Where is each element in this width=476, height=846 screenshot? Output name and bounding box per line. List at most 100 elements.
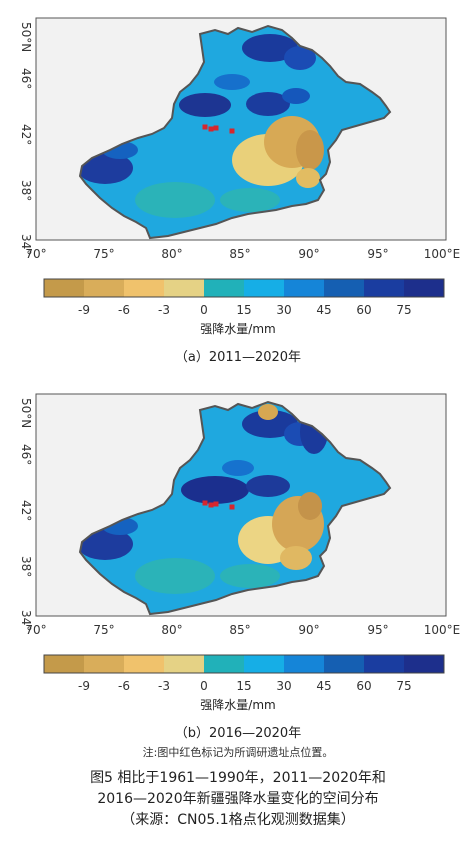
site-marker bbox=[208, 502, 214, 508]
lon-label-70: 70° bbox=[25, 623, 46, 637]
dry-area-east bbox=[296, 130, 324, 170]
lat-label-38: 38° bbox=[19, 556, 33, 577]
dry-area-east bbox=[296, 168, 320, 188]
lon-label-100: 100°E bbox=[424, 623, 461, 637]
legend-tick: -6 bbox=[118, 679, 130, 693]
map-a-svg: 50°N 46° 42° 38° 34° 70° 75° 80° 85° 90°… bbox=[19, 17, 461, 317]
lat-label-34: 34° bbox=[19, 234, 33, 255]
legend-swatch bbox=[204, 279, 244, 297]
lon-label-90: 90° bbox=[298, 623, 319, 637]
map-b-legend-ticks: -9 -6 -3 0 15 30 45 60 75 bbox=[78, 679, 412, 693]
map-panel-a: 50°N 46° 42° 38° 34° 70° 75° 80° 85° 90°… bbox=[0, 0, 476, 370]
lat-label-34: 34° bbox=[19, 610, 33, 631]
lon-label-75: 75° bbox=[93, 623, 114, 637]
legend-swatch bbox=[284, 655, 324, 673]
legend-tick: 15 bbox=[236, 303, 251, 317]
legend-tick: 45 bbox=[316, 679, 331, 693]
legend-swatch bbox=[84, 655, 124, 673]
lon-label-100: 100°E bbox=[424, 247, 461, 261]
lon-label-70: 70° bbox=[25, 247, 46, 261]
lon-label-85: 85° bbox=[229, 623, 250, 637]
map-a-region bbox=[78, 24, 392, 240]
map-b-caption: （b）2016—2020年 bbox=[174, 726, 302, 741]
legend-outline bbox=[43, 278, 445, 298]
site-marker bbox=[213, 501, 219, 507]
dry-area-altay-tip bbox=[258, 404, 278, 420]
map-panel-b: 50°N 46° 42° 38° 34° 70° 75° 80° 85° 90°… bbox=[0, 376, 476, 748]
lat-label-50: 50°N bbox=[19, 22, 33, 52]
legend-swatch bbox=[164, 279, 204, 297]
site-marker bbox=[208, 126, 214, 132]
dry-area-east bbox=[298, 492, 322, 520]
site-marker bbox=[213, 125, 219, 131]
legend-swatch bbox=[284, 279, 324, 297]
legend-tick: -6 bbox=[118, 303, 130, 317]
wet-area-ili bbox=[179, 93, 231, 117]
site-marker bbox=[202, 124, 208, 130]
map-b-legend-colorbar bbox=[43, 654, 445, 674]
map-a-legend-colorbar bbox=[43, 278, 445, 298]
figure-note: 注:图中红色标记为所调研遗址点位置。 bbox=[142, 746, 334, 759]
lat-label-42: 42° bbox=[19, 500, 33, 521]
lon-label-75: 75° bbox=[93, 247, 114, 261]
figure-caption-line-2: 2016—2020年新疆强降水量变化的空间分布 bbox=[97, 791, 379, 807]
wet-area-altay bbox=[242, 34, 298, 62]
legend-swatch bbox=[204, 655, 244, 673]
map-b-legend-title: 强降水量/mm bbox=[200, 698, 276, 712]
lat-label-50: 50°N bbox=[19, 398, 33, 428]
site-marker bbox=[229, 504, 235, 510]
lat-label-46: 46° bbox=[19, 68, 33, 89]
map-a-site-markers bbox=[202, 124, 235, 134]
legend-swatch bbox=[364, 279, 404, 297]
wet-area-altay bbox=[284, 46, 316, 70]
legend-tick: 60 bbox=[356, 303, 371, 317]
wet-area-tianshan bbox=[246, 475, 290, 497]
legend-tick: 0 bbox=[200, 303, 208, 317]
legend-tick: -9 bbox=[78, 303, 90, 317]
legend-tick: 30 bbox=[276, 303, 291, 317]
legend-swatch bbox=[44, 279, 84, 297]
wet-area-altay bbox=[242, 410, 298, 438]
legend-tick: -3 bbox=[158, 679, 170, 693]
legend-tick: 30 bbox=[276, 679, 291, 693]
legend-tick: 75 bbox=[396, 679, 411, 693]
legend-swatch bbox=[364, 655, 404, 673]
teal-area bbox=[220, 188, 280, 212]
map-b-svg: 50°N 46° 42° 38° 34° 70° 75° 80° 85° 90°… bbox=[19, 393, 461, 693]
lon-label-80: 80° bbox=[161, 623, 182, 637]
figure-caption: 图5 相比于1961—1990年，2011—2020年和 2016—2020年新… bbox=[0, 768, 476, 831]
legend-tick: 15 bbox=[236, 679, 251, 693]
wet-area-tianshan bbox=[282, 88, 310, 104]
lat-label-46: 46° bbox=[19, 444, 33, 465]
legend-swatch bbox=[124, 279, 164, 297]
legend-swatch bbox=[404, 279, 444, 297]
lat-label-38: 38° bbox=[19, 180, 33, 201]
site-marker bbox=[202, 500, 208, 506]
lon-label-90: 90° bbox=[298, 247, 319, 261]
lon-label-85: 85° bbox=[229, 247, 250, 261]
teal-area bbox=[135, 182, 215, 218]
figure-caption-line-1: 图5 相比于1961—1990年，2011—2020年和 bbox=[90, 770, 386, 786]
map-a-legend-ticks: -9 -6 -3 0 15 30 45 60 75 bbox=[78, 303, 412, 317]
lon-label-80: 80° bbox=[161, 247, 182, 261]
legend-swatch bbox=[244, 655, 284, 673]
teal-area bbox=[220, 564, 280, 588]
map-a-legend-title: 强降水量/mm bbox=[200, 322, 276, 336]
legend-swatch bbox=[44, 655, 84, 673]
figure-caption-line-3: （来源：CN05.1格点化观测数据集） bbox=[121, 812, 355, 828]
legend-tick: -9 bbox=[78, 679, 90, 693]
legend-swatch bbox=[84, 279, 124, 297]
legend-swatch bbox=[244, 279, 284, 297]
map-b-site-markers bbox=[202, 500, 235, 510]
legend-swatch bbox=[164, 655, 204, 673]
legend-swatch bbox=[404, 655, 444, 673]
lon-label-95: 95° bbox=[367, 247, 388, 261]
site-marker bbox=[229, 128, 235, 134]
legend-tick: 0 bbox=[200, 679, 208, 693]
legend-swatch bbox=[324, 279, 364, 297]
legend-tick: 60 bbox=[356, 679, 371, 693]
lat-label-42: 42° bbox=[19, 124, 33, 145]
wet-area-north bbox=[222, 460, 254, 476]
legend-outline bbox=[43, 654, 445, 674]
teal-area bbox=[135, 558, 215, 594]
